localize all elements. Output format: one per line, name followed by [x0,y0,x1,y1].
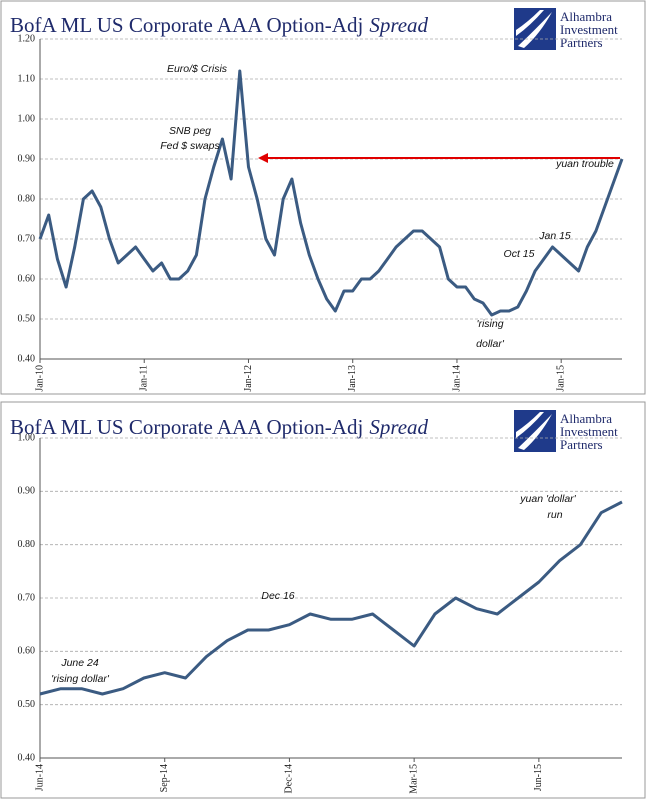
annotation: Oct 15 [504,248,535,260]
y-tick-label: 0.80 [18,539,36,550]
x-tick-label: Jan-13 [347,365,358,392]
annotation-arrowhead [258,153,268,163]
logo-text: Partners [560,35,603,50]
x-tick-label: Sep-14 [159,764,170,792]
annotation: Fed $ swaps [160,140,220,152]
y-tick-label: 0.50 [18,699,36,710]
logo-text: Alhambra [560,9,612,24]
logo-text: Alhambra [560,411,612,426]
annotation: Jan 15 [538,230,571,242]
logo-swoosh [516,412,544,438]
annotation: dollar' [476,338,505,350]
annotation: yuan trouble [555,158,614,170]
x-tick-label: Jan-10 [34,365,45,392]
annotation: 'rising dollar' [51,673,110,685]
y-tick-label: 0.90 [18,486,36,497]
y-tick-label: 0.70 [18,592,36,603]
y-tick-label: 0.50 [18,313,36,324]
x-tick-label: Jun-15 [533,764,544,791]
chart-title: BofA ML US Corporate AAA Option-Adj Sprea… [10,13,429,37]
x-tick-label: Jan-15 [555,365,566,392]
annotation: Dec 16 [261,590,294,602]
y-tick-label: 0.90 [18,153,36,164]
y-tick-label: 0.60 [18,646,36,657]
annotation: 'rising [476,318,503,330]
x-tick-label: Jan-12 [243,365,254,392]
annotation: Euro/$ Crisis [167,63,228,75]
title-main: BofA ML US Corporate AAA Option-Adj [10,415,363,439]
logo-text: Investment [560,424,618,439]
x-tick-label: Dec-14 [284,764,295,793]
y-tick-label: 0.80 [18,193,36,204]
x-tick-label: Jan-11 [139,365,150,391]
logo-text: Partners [560,437,603,452]
data-line [39,500,623,696]
title-emphasis: Spread [369,415,428,439]
y-tick-label: 0.40 [18,353,36,364]
data-line [38,69,624,317]
x-tick-label: Jun-14 [34,764,45,791]
y-tick-label: 0.40 [18,752,36,763]
y-tick-label: 0.60 [18,273,36,284]
x-tick-label: Jan-14 [451,365,462,392]
logo-text: Investment [560,22,618,37]
title-emphasis: Spread [369,13,428,37]
y-tick-label: 0.70 [18,233,36,244]
panel-border [0,0,646,395]
y-tick-label: 1.10 [18,73,36,84]
annotation: SNB peg [169,125,211,137]
y-tick-label: 1.00 [18,432,36,443]
y-tick-label: 1.00 [18,113,36,124]
logo-swoosh [516,10,544,36]
panel-border [0,401,646,799]
annotation: yuan 'dollar' [519,493,576,505]
chart-title: BofA ML US Corporate AAA Option-Adj Sprea… [10,415,429,439]
annotation: June 24 [60,657,99,669]
title-main: BofA ML US Corporate AAA Option-Adj [10,13,363,37]
annotation: run [547,509,562,521]
logo-swoosh [518,414,552,450]
x-tick-label: Mar-15 [408,764,419,794]
y-tick-label: 1.20 [18,33,36,44]
